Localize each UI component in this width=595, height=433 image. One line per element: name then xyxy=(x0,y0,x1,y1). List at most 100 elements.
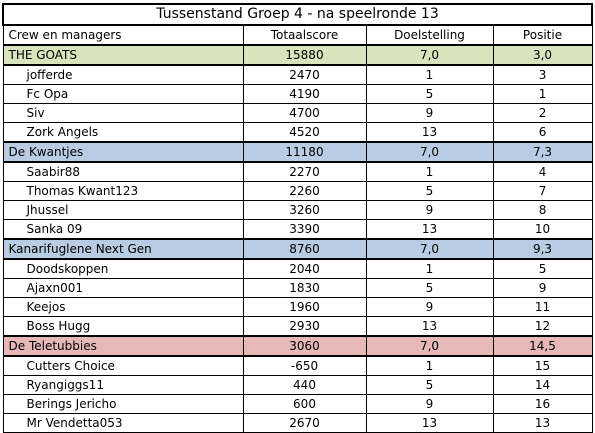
member-goal-cell[interactable]: 5 xyxy=(365,84,494,104)
member-position-cell[interactable]: 10 xyxy=(492,219,593,240)
member-goal-cell[interactable]: 13 xyxy=(365,122,494,143)
member-position-cell[interactable]: 8 xyxy=(492,200,593,220)
member-score-cell[interactable]: 2270 xyxy=(242,161,367,182)
member-score-cell[interactable]: 2670 xyxy=(242,413,367,433)
member-score-cell[interactable]: 2930 xyxy=(242,316,367,337)
header-doelstelling[interactable]: Doelstelling xyxy=(365,24,494,46)
member-goal-cell[interactable]: 9 xyxy=(365,297,494,317)
member-row: Sanka 09 3390 13 10 xyxy=(2,219,593,240)
member-goal-cell[interactable]: 9 xyxy=(365,200,494,220)
member-row: Fc Opa 4190 5 1 xyxy=(2,84,593,104)
member-name-cell[interactable]: Berings Jericho xyxy=(2,394,244,414)
member-goal-cell[interactable]: 9 xyxy=(365,103,494,123)
member-row: Siv 4700 9 2 xyxy=(2,103,593,123)
member-name-cell[interactable]: Siv xyxy=(2,103,244,123)
member-row: Mr Vendetta053 2670 13 13 xyxy=(2,413,593,433)
member-name-cell[interactable]: Ryangiggs11 xyxy=(2,375,244,395)
member-goal-cell[interactable]: 1 xyxy=(365,161,494,182)
header-totaalscore[interactable]: Totaalscore xyxy=(242,24,367,46)
member-position-cell[interactable]: 11 xyxy=(492,297,593,317)
member-name-cell[interactable]: Mr Vendetta053 xyxy=(2,413,244,433)
member-row: Doodskoppen 2040 1 5 xyxy=(2,258,593,279)
team-row: THE GOATS 15880 7,0 3,0 xyxy=(2,44,593,66)
team-goal-cell[interactable]: 7,0 xyxy=(365,238,494,260)
member-score-cell[interactable]: 4190 xyxy=(242,84,367,104)
member-position-cell[interactable]: 3 xyxy=(492,64,593,85)
member-score-cell[interactable]: 600 xyxy=(242,394,367,414)
team-name-cell[interactable]: De Teletubbies xyxy=(2,335,244,357)
member-row: Berings Jericho 600 9 16 xyxy=(2,394,593,414)
member-position-cell[interactable]: 4 xyxy=(492,161,593,182)
member-position-cell[interactable]: 7 xyxy=(492,181,593,201)
member-name-cell[interactable]: Boss Hugg xyxy=(2,316,244,337)
team-goal-cell[interactable]: 7,0 xyxy=(365,335,494,357)
member-score-cell[interactable]: 2260 xyxy=(242,181,367,201)
member-position-cell[interactable]: 14 xyxy=(492,375,593,395)
member-position-cell[interactable]: 9 xyxy=(492,278,593,298)
team-row: De Kwantjes 11180 7,0 7,3 xyxy=(2,141,593,163)
member-position-cell[interactable]: 5 xyxy=(492,258,593,279)
member-goal-cell[interactable]: 5 xyxy=(365,278,494,298)
member-score-cell[interactable]: 3390 xyxy=(242,219,367,240)
member-name-cell[interactable]: Cutters Choice xyxy=(2,355,244,376)
member-position-cell[interactable]: 12 xyxy=(492,316,593,337)
header-row: Crew en managers Totaalscore Doelstellin… xyxy=(2,24,593,46)
team-name-cell[interactable]: De Kwantjes xyxy=(2,141,244,163)
member-name-cell[interactable]: Ajaxn001 xyxy=(2,278,244,298)
member-position-cell[interactable]: 13 xyxy=(492,413,593,433)
member-goal-cell[interactable]: 13 xyxy=(365,316,494,337)
member-goal-cell[interactable]: 5 xyxy=(365,181,494,201)
member-score-cell[interactable]: 1960 xyxy=(242,297,367,317)
team-name-cell[interactable]: THE GOATS xyxy=(2,44,244,66)
team-score-cell[interactable]: 15880 xyxy=(242,44,367,66)
member-name-cell[interactable]: Zork Angels xyxy=(2,122,244,143)
member-name-cell[interactable]: Saabir88 xyxy=(2,161,244,182)
team-score-cell[interactable]: 11180 xyxy=(242,141,367,163)
member-goal-cell[interactable]: 13 xyxy=(365,413,494,433)
team-name-cell[interactable]: Kanarifuglene Next Gen xyxy=(2,238,244,260)
member-goal-cell[interactable]: 5 xyxy=(365,375,494,395)
member-position-cell[interactable]: 15 xyxy=(492,355,593,376)
member-name-cell[interactable]: jofferde xyxy=(2,64,244,85)
header-positie[interactable]: Positie xyxy=(492,24,593,46)
member-name-cell[interactable]: Fc Opa xyxy=(2,84,244,104)
member-row: Jhussel 3260 9 8 xyxy=(2,200,593,220)
member-goal-cell[interactable]: 9 xyxy=(365,394,494,414)
standings-sheet: Tussenstand Groep 4 - na speelronde 13 C… xyxy=(1,3,594,433)
member-name-cell[interactable]: Keejos xyxy=(2,297,244,317)
member-score-cell[interactable]: 440 xyxy=(242,375,367,395)
member-row: jofferde 2470 1 3 xyxy=(2,64,593,85)
team-position-cell[interactable]: 7,3 xyxy=(492,141,593,163)
member-row: Saabir88 2270 1 4 xyxy=(2,161,593,182)
member-name-cell[interactable]: Jhussel xyxy=(2,200,244,220)
member-row: Ryangiggs11 440 5 14 xyxy=(2,375,593,395)
member-score-cell[interactable]: -650 xyxy=(242,355,367,376)
member-score-cell[interactable]: 1830 xyxy=(242,278,367,298)
member-name-cell[interactable]: Sanka 09 xyxy=(2,219,244,240)
team-goal-cell[interactable]: 7,0 xyxy=(365,141,494,163)
member-goal-cell[interactable]: 1 xyxy=(365,64,494,85)
team-position-cell[interactable]: 14,5 xyxy=(492,335,593,357)
member-goal-cell[interactable]: 1 xyxy=(365,355,494,376)
member-position-cell[interactable]: 16 xyxy=(492,394,593,414)
team-goal-cell[interactable]: 7,0 xyxy=(365,44,494,66)
member-position-cell[interactable]: 1 xyxy=(492,84,593,104)
member-score-cell[interactable]: 4520 xyxy=(242,122,367,143)
member-position-cell[interactable]: 6 xyxy=(492,122,593,143)
header-crew[interactable]: Crew en managers xyxy=(2,24,244,46)
team-score-cell[interactable]: 3060 xyxy=(242,335,367,357)
member-score-cell[interactable]: 2040 xyxy=(242,258,367,279)
team-position-cell[interactable]: 9,3 xyxy=(492,238,593,260)
standings-table: Tussenstand Groep 4 - na speelronde 13 C… xyxy=(1,3,594,433)
team-score-cell[interactable]: 8760 xyxy=(242,238,367,260)
member-name-cell[interactable]: Thomas Kwant123 xyxy=(2,181,244,201)
member-score-cell[interactable]: 3260 xyxy=(242,200,367,220)
member-position-cell[interactable]: 2 xyxy=(492,103,593,123)
member-score-cell[interactable]: 4700 xyxy=(242,103,367,123)
member-goal-cell[interactable]: 1 xyxy=(365,258,494,279)
team-position-cell[interactable]: 3,0 xyxy=(492,44,593,66)
member-goal-cell[interactable]: 13 xyxy=(365,219,494,240)
member-name-cell[interactable]: Doodskoppen xyxy=(2,258,244,279)
member-score-cell[interactable]: 2470 xyxy=(242,64,367,85)
table-title: Tussenstand Groep 4 - na speelronde 13 xyxy=(1,3,594,26)
